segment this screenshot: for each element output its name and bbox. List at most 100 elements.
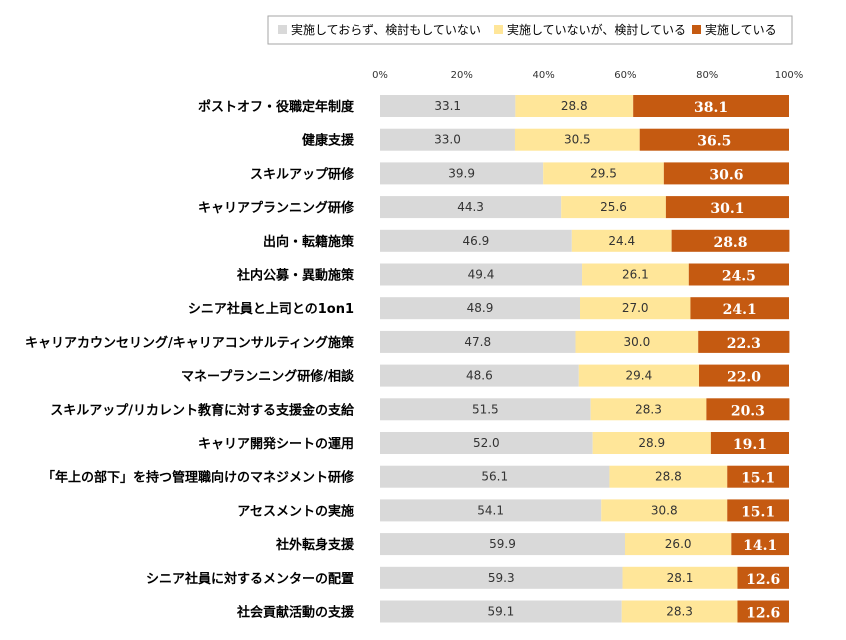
category-label: スキルアップ研修: [250, 166, 355, 182]
data-label: 28.8: [655, 470, 682, 484]
data-label: 33.1: [434, 99, 461, 113]
bar-segment: [543, 162, 664, 185]
bar-segment: [580, 297, 691, 320]
bar-segment: [671, 229, 790, 252]
category-label: 出向・転籍施策: [263, 234, 355, 250]
data-label: 29.5: [590, 166, 617, 180]
bar-segment: [727, 465, 789, 488]
x-tick-label: 100%: [775, 70, 804, 81]
data-label: 39.9: [448, 166, 475, 180]
bar-segment: [380, 432, 593, 454]
bar-segment: [699, 364, 789, 387]
x-tick-label: 80%: [696, 70, 718, 81]
data-label: 28.3: [666, 605, 693, 619]
data-label: 26.0: [665, 537, 692, 551]
bar-segment: [380, 364, 579, 387]
data-label: 46.9: [463, 234, 490, 248]
data-label: 30.6: [709, 167, 743, 183]
bar-segment: [690, 297, 789, 320]
legend-entry: 実施していないが、検討している: [507, 22, 686, 37]
bar-segment: [571, 229, 672, 252]
data-label: 29.4: [626, 369, 653, 383]
category-label: 健康支援: [302, 133, 355, 149]
bar-segment: [380, 600, 622, 623]
data-label: 19.1: [733, 437, 767, 453]
bar-segment: [380, 533, 625, 556]
category-label: キャリアカウンセリング/キャリアコンサルティング施策: [25, 335, 355, 351]
bar-segment: [663, 162, 789, 185]
bar-segment: [590, 398, 707, 421]
category-label: キャリアプランニング研修: [198, 200, 355, 216]
x-axis-ticks: 0% 20% 40% 60% 80% 100%: [372, 70, 803, 81]
bar-segment: [380, 229, 572, 252]
category-labels: ポストオフ・役職定年制度健康支援スキルアップ研修キャリアプランニング研修出向・転…: [25, 99, 355, 621]
bars: 33.1 28.8 38.1 33.0 30.5 36.5 39.9 29.5 30.6 44.3…: [380, 95, 790, 623]
data-label: 56.1: [481, 470, 508, 484]
category-label: ポストオフ・役職定年制度: [198, 99, 355, 115]
data-label: 22.3: [727, 336, 761, 352]
x-tick-label: 40%: [532, 70, 554, 81]
data-label: 30.8: [651, 503, 678, 517]
bar-segment: [380, 465, 610, 488]
data-label: 28.1: [667, 571, 694, 585]
legend-box: [267, 15, 793, 45]
bar-segment: [578, 364, 700, 387]
legend-swatch: [494, 25, 503, 34]
legend-entry: 実施している: [705, 22, 777, 37]
data-label: 47.8: [464, 335, 491, 349]
data-label: 38.1: [694, 100, 728, 116]
bar-segment: [688, 263, 789, 286]
data-label: 59.9: [489, 537, 516, 551]
data-label: 25.6: [600, 200, 627, 214]
bar-segment: [737, 600, 789, 623]
data-label: 36.5: [697, 134, 731, 150]
data-label: 15.1: [741, 504, 775, 520]
category-label: シニア社員と上司との1on1: [188, 301, 354, 317]
bar-segment: [710, 432, 789, 454]
data-label: 22.0: [727, 370, 761, 386]
data-label: 26.1: [622, 268, 649, 282]
data-label: 14.1: [743, 538, 777, 554]
data-label: 20.3: [731, 403, 765, 419]
bar-segment: [380, 499, 602, 522]
category-label: 社外転身支援: [275, 537, 355, 553]
bar-segment: [592, 432, 711, 454]
category-label: キャリア開発シートの運用: [198, 436, 354, 452]
legend-entry: 実施しておらず、検討もしていない: [291, 22, 481, 37]
bar-segment: [380, 95, 516, 117]
legend-swatch: [278, 25, 287, 34]
data-label: 15.1: [741, 471, 775, 487]
bar-segment: [380, 297, 581, 320]
bar-segment: [621, 600, 738, 623]
x-tick-label: 60%: [614, 70, 636, 81]
data-label: 51.5: [472, 402, 499, 416]
data-label: 30.0: [623, 335, 650, 349]
data-label: 52.0: [473, 436, 500, 450]
data-label: 59.1: [488, 605, 515, 619]
bar-segment: [582, 263, 689, 286]
bar-segment: [380, 398, 591, 421]
legend-swatch: [692, 25, 701, 34]
data-label: 12.6: [746, 606, 780, 622]
category-label: マネープランニング研修/相談: [181, 369, 355, 385]
bar-segment: [665, 196, 789, 219]
bar-segment: [609, 465, 728, 488]
data-label: 49.4: [468, 268, 495, 282]
bar-segment: [633, 95, 789, 117]
category-label: 社内公募・異動施策: [236, 268, 355, 284]
bar-segment: [727, 499, 789, 522]
data-label: 33.0: [434, 133, 461, 147]
bar-segment: [380, 330, 576, 353]
bar-segment: [706, 398, 790, 421]
category-label: スキルアップ/リカレント教育に対する支援金の支給: [50, 402, 355, 418]
category-label: 社会貢献活動の支援: [236, 605, 355, 621]
bar-segment: [515, 95, 634, 117]
x-tick-label: 20%: [451, 70, 473, 81]
bar-segment: [380, 196, 562, 219]
data-label: 28.8: [561, 99, 588, 113]
legend: 実施しておらず、検討もしていない 実施していないが、検討している 実施している: [267, 15, 793, 45]
data-label: 12.6: [746, 572, 780, 588]
bar-segment: [575, 330, 699, 353]
data-label: 30.1: [710, 201, 744, 217]
